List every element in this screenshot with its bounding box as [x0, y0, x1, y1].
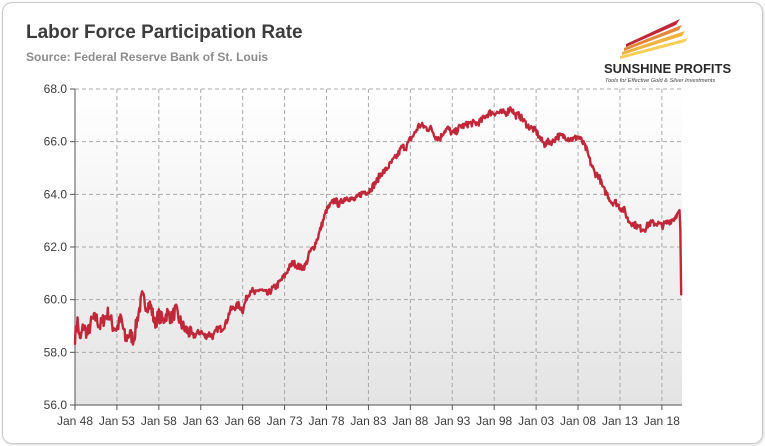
x-tick-label: Jan 63 — [183, 414, 219, 428]
x-tick-label: Jan 83 — [350, 414, 386, 428]
series-line-labor-force-participation-rate — [73, 106, 683, 346]
x-tick-label: Jan 13 — [602, 414, 638, 428]
x-tick-label: Jan 93 — [434, 414, 470, 428]
y-tick-label: 66.0 — [44, 135, 68, 149]
x-tick-label: Jan 58 — [141, 414, 177, 428]
x-tick-label: Jan 18 — [644, 414, 680, 428]
tick-labels: 56.0 58.0 60.0 62.0 64.0 66.0 68.0 Jan 48 Jan 53… — [44, 82, 681, 428]
chart-title: Labor Force Participation Rate — [26, 22, 303, 43]
y-tick-label: 58.0 — [44, 345, 68, 359]
y-tick-label: 64.0 — [44, 187, 68, 201]
sunrise-swoosh-icon — [620, 19, 688, 59]
logo-name: SUNSHINE PROFITS — [604, 61, 731, 76]
sunshine-profits-logo: SUNSHINE PROFITS Tools for Effective Gol… — [604, 19, 731, 84]
y-tick-label: 68.0 — [44, 82, 68, 96]
logo-tagline: Tools for Effective Gold & Silver Invest… — [605, 78, 715, 84]
x-tick-label: Jan 73 — [267, 414, 303, 428]
y-tick-label: 60.0 — [44, 293, 68, 307]
x-tick-label: Jan 53 — [99, 414, 135, 428]
chart-subtitle: Source: Federal Reserve Bank of St. Loui… — [26, 50, 269, 64]
x-tick-label: Jan 98 — [476, 414, 512, 428]
x-tick-label: Jan 48 — [57, 414, 93, 428]
x-tick-label: Jan 68 — [225, 414, 261, 428]
x-tick-label: Jan 78 — [309, 414, 345, 428]
x-tick-label: Jan 03 — [518, 414, 554, 428]
x-tick-label: Jan 88 — [392, 414, 428, 428]
x-tick-label: Jan 08 — [560, 414, 596, 428]
y-tick-label: 62.0 — [44, 240, 68, 254]
axes — [70, 88, 682, 410]
y-tick-label: 56.0 — [44, 398, 68, 412]
